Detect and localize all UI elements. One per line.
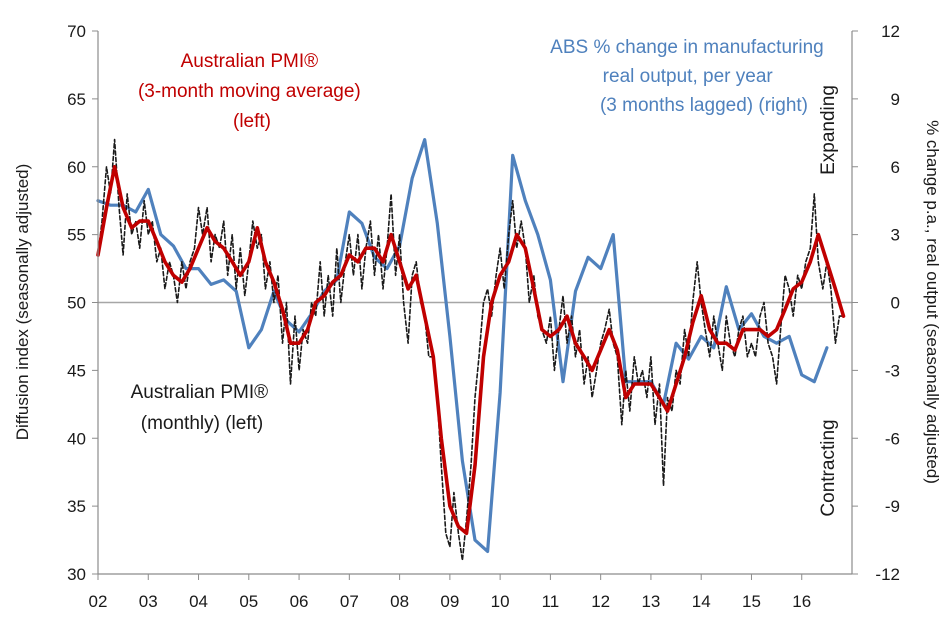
- left-tick-label: 55: [67, 226, 86, 245]
- left-tick-label: 50: [67, 294, 86, 313]
- x-tick-label: 04: [189, 592, 208, 611]
- x-tick-label: 06: [290, 592, 309, 611]
- left-tick-label: 30: [67, 565, 86, 584]
- annotation-red: Australian PMI® (3-month moving average)…: [138, 51, 366, 132]
- x-tick-label: 07: [340, 592, 359, 611]
- x-tick-label: 09: [440, 592, 459, 611]
- right-tick-label: -6: [885, 429, 900, 448]
- left-tick-label: 70: [67, 22, 86, 41]
- x-tick-label: 12: [591, 592, 610, 611]
- right-tick-label: -3: [885, 361, 900, 380]
- x-tick-label: 05: [239, 592, 258, 611]
- contracting-label: Contracting: [818, 419, 839, 516]
- x-tick-label: 08: [390, 592, 409, 611]
- series-abs-output-line: [96, 138, 829, 553]
- left-tick-label: 60: [67, 158, 86, 177]
- left-tick-label: 35: [67, 497, 86, 516]
- x-tick-label: 11: [542, 592, 560, 611]
- left-axis-title: Diffusion index (seasonally adjusted): [13, 164, 32, 441]
- x-tick-label: 14: [692, 592, 711, 611]
- right-tick-label: 0: [891, 294, 900, 313]
- annotation-red-line-2: (3-month moving average): [138, 81, 361, 102]
- right-tick-label: 9: [891, 90, 900, 109]
- x-tick-label: 02: [89, 592, 108, 611]
- right-tick-label: 3: [891, 226, 900, 245]
- annotation-red-line-1: Australian PMI®: [181, 51, 319, 72]
- left-tick-label: 40: [67, 429, 86, 448]
- x-tick-label: 03: [139, 592, 158, 611]
- x-tick-label: 10: [491, 592, 510, 611]
- x-tick-label: 13: [641, 592, 660, 611]
- right-tick-label: 12: [881, 22, 900, 41]
- expanding-label: Expanding: [818, 85, 839, 175]
- right-axis-title: % change p.a., real output (seasonally a…: [923, 120, 941, 484]
- annotation-black-line-1: Australian PMI®: [131, 382, 269, 403]
- annotation-blue: ABS % change in manufacturing real outpu…: [550, 37, 829, 116]
- x-tick-label: 15: [742, 592, 761, 611]
- annotation-black-line-2: (monthly) (left): [141, 413, 263, 434]
- annotation-blue-line-2: real output, per year: [603, 66, 774, 87]
- right-tick-label: -9: [885, 497, 900, 516]
- right-tick-label: 6: [891, 158, 900, 177]
- series-pmi-3mma-line: [96, 165, 846, 536]
- series-layer: [96, 138, 846, 562]
- left-tick-label: 45: [67, 361, 86, 380]
- annotation-blue-line-3: (3 months lagged) (right): [600, 95, 808, 116]
- x-tick-label: 16: [792, 592, 811, 611]
- annotation-red-line-3: (left): [233, 111, 271, 132]
- left-tick-label: 65: [67, 90, 86, 109]
- annotation-blue-line-1: ABS % change in manufacturing: [550, 37, 824, 58]
- annotation-black: Australian PMI® (monthly) (left): [131, 382, 274, 434]
- series-pmi-monthly-line: [97, 138, 845, 562]
- right-tick-label: -12: [875, 565, 900, 584]
